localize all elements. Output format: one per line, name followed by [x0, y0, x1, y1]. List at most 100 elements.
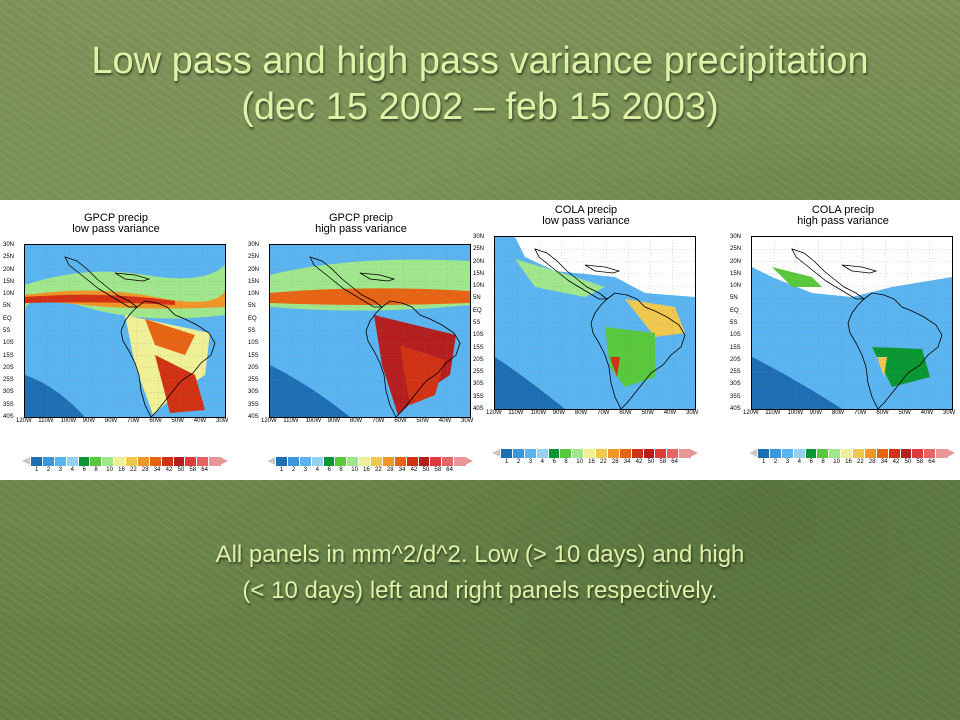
- panel-gpcp-low: GPCP precip low pass variance 30N 25N 20N 15N…: [0, 208, 232, 488]
- colorbar-tick-label: 42: [892, 459, 900, 465]
- latitude-tick-label: EQ: [473, 307, 482, 314]
- precip-map-svg: [495, 237, 695, 409]
- longitude-tick-label: 80W: [104, 418, 118, 424]
- variance-region: [400, 345, 445, 405]
- colorbar-tick-label: 42: [165, 467, 173, 473]
- latitude-tick-label: 40S: [248, 414, 259, 420]
- colorbar-tick-label: 1: [280, 467, 284, 473]
- colorbar-tick-label: 22: [130, 467, 137, 473]
- colorbar-tick-label: 6: [82, 467, 86, 473]
- longitude-axis: 120W 110W 100W 90W 80W 70W 60W 50W 40W 30W: [259, 418, 479, 428]
- colorbar-tick-label: 50: [177, 467, 185, 473]
- latitude-tick-label: 20N: [3, 266, 15, 273]
- coastline: [365, 300, 461, 417]
- latitude-tick-label: 30N: [473, 234, 485, 240]
- colorbar-segment: [101, 457, 115, 466]
- colorbar-segment: [65, 457, 79, 466]
- variance-region: [772, 267, 822, 287]
- colorbar-tick-label: 64: [671, 459, 678, 465]
- longitude-tick-label: 70W: [127, 418, 140, 424]
- latitude-tick-label: 25S: [248, 377, 259, 384]
- coastline: [590, 292, 686, 409]
- longitude-tick-label: 50W: [416, 418, 429, 424]
- colorbar-min-arrow: [492, 449, 500, 457]
- colorbar-segment: [935, 449, 948, 458]
- caption-line-1: All panels in mm^2/d^2. Low (> 10 days) …: [215, 541, 745, 568]
- latitude-tick-label: 10S: [473, 332, 484, 339]
- latitude-tick-label: 5S: [248, 328, 256, 334]
- colorbar-tick-label: 34: [153, 467, 161, 473]
- colorbar-segment: [583, 449, 596, 458]
- color-scale-bar: [267, 457, 473, 466]
- colorbar-tick-label: 3: [58, 467, 63, 473]
- colorbar-segment: [429, 457, 443, 466]
- colorbar-tick-label: 42: [410, 467, 418, 473]
- panel-cola-low: COLA precip low pass variance 30N 25N 20N 15N…: [470, 200, 702, 480]
- colorbar-tick-label: 22: [375, 467, 382, 473]
- longitude-tick-label: 80W: [831, 410, 845, 416]
- colorbar-tick-label: 8: [564, 459, 568, 465]
- colorbar-tick-label: 16: [588, 459, 595, 465]
- longitude-tick-label: 50W: [171, 418, 184, 424]
- latitude-tick-label: 15S: [730, 344, 741, 351]
- colorbar-segment: [757, 449, 770, 458]
- colorbar-segment: [535, 449, 549, 458]
- longitude-tick-label: 70W: [372, 418, 385, 424]
- longitude-tick-label: 100W: [60, 418, 77, 424]
- latitude-tick-label: 15S: [473, 344, 484, 351]
- longitude-tick-label: 100W: [305, 418, 322, 424]
- latitude-tick-label: 30S: [730, 381, 741, 388]
- longitude-tick-label: 90W: [552, 410, 565, 416]
- colorbar-segment: [334, 457, 348, 466]
- panel-title-line-1: COLA precip: [554, 204, 618, 216]
- latitude-tick-label: EQ: [3, 315, 12, 322]
- latitude-tick-label: 20N: [473, 258, 485, 265]
- colorbar-max-arrow: [465, 457, 473, 465]
- colorbar-tick-label: 64: [446, 467, 453, 473]
- precip-map: [751, 236, 953, 410]
- latitude-tick-label: 20S: [730, 356, 741, 363]
- longitude-tick-label: 30W: [686, 410, 699, 416]
- colorbar-segment: [89, 457, 103, 466]
- latitude-axis: 30N 25N 20N 15N 10N 5N EQ 5S 10S 15S 20S 25S 30S 35S 4…: [473, 234, 493, 412]
- latitude-tick-label: 25N: [730, 246, 742, 253]
- colorbar-segment: [208, 457, 221, 466]
- latitude-tick-label: 20N: [730, 258, 742, 265]
- caption-line-2: (< 10 days) left and right panels respec…: [242, 577, 718, 604]
- colorbar-tick-label: 34: [880, 459, 888, 465]
- colorbar-tick-label: 58: [189, 467, 197, 473]
- panel-title-line-2: low pass variance: [72, 223, 160, 235]
- latitude-tick-label: 10S: [3, 340, 14, 347]
- longitude-tick-label: 120W: [16, 418, 32, 424]
- colorbar-min-arrow: [749, 449, 757, 457]
- colorbar-segment: [863, 449, 877, 458]
- colorbar-segment: [53, 457, 67, 466]
- longitude-tick-label: 120W: [743, 410, 759, 416]
- longitude-tick-label: 110W: [283, 418, 299, 424]
- colorbar-tick-label: 28: [386, 467, 394, 473]
- longitude-tick-label: 110W: [765, 410, 781, 416]
- precip-map-svg: [752, 237, 952, 409]
- colorbar-segment: [606, 449, 620, 458]
- colorbar-max-arrow: [690, 449, 698, 457]
- latitude-tick-label: 15S: [3, 352, 14, 359]
- latitude-tick-label: EQ: [730, 307, 739, 314]
- colorbar-tick-label: 22: [857, 459, 864, 465]
- colorbar-tick-label: 58: [434, 467, 442, 473]
- latitude-tick-label: 30S: [248, 389, 259, 396]
- colorbar-tick-label: 6: [552, 459, 556, 465]
- colorbar-tick-label: 28: [611, 459, 619, 465]
- latitude-tick-label: 40S: [3, 414, 14, 420]
- longitude-tick-label: 30W: [461, 418, 474, 424]
- longitude-tick-label: 120W: [486, 410, 502, 416]
- latitude-tick-label: 20S: [473, 356, 484, 363]
- latitude-tick-label: 5S: [3, 328, 11, 334]
- variance-region: [270, 288, 470, 305]
- colorbar-segment: [322, 457, 336, 466]
- latitude-tick-label: 30S: [473, 381, 484, 388]
- colorbar-segment: [196, 457, 210, 466]
- latitude-tick-label: EQ: [248, 315, 257, 322]
- colorbar-tick-label: 50: [904, 459, 912, 465]
- color-scale-bar: [22, 457, 228, 466]
- colorbar-tick-label: 8: [821, 459, 825, 465]
